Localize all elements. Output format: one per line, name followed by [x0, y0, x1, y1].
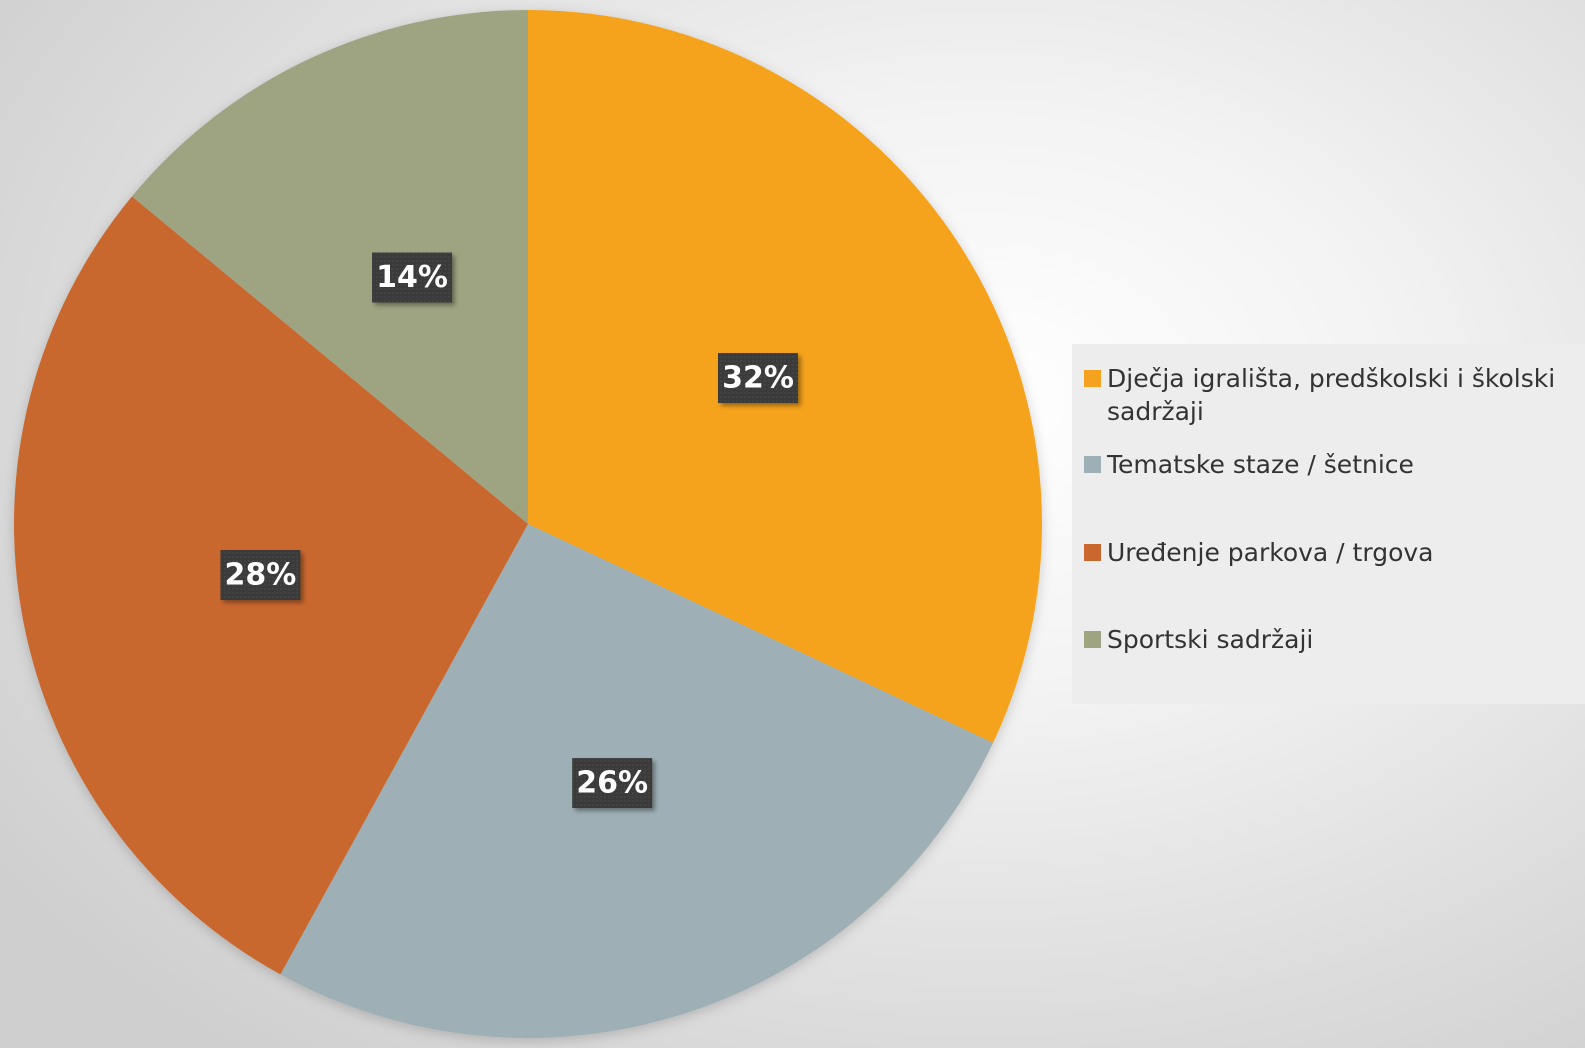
data-label-text: 28%: [224, 558, 296, 593]
legend-label: Dječja igrališta, predškolski i školski …: [1107, 364, 1556, 426]
pie-data-labels: 32% 26% 28% 14%: [220, 252, 799, 809]
legend-item-djecja-igralista: Dječja igrališta, predškolski i školski …: [1084, 362, 1574, 428]
legend-swatch: [1084, 631, 1101, 648]
data-label: 32%: [718, 353, 799, 404]
legend-label: Uređenje parkova / trgova: [1107, 538, 1434, 567]
pie-slice: [131, 10, 529, 524]
data-label-text: 32%: [722, 361, 794, 396]
chart-legend: Dječja igrališta, predškolski i školski …: [1072, 344, 1585, 704]
pie-slices: [13, 10, 1043, 1038]
data-label-box: [572, 758, 653, 809]
legend-label: Tematske staze / šetnice: [1107, 450, 1414, 479]
data-label-box: [372, 252, 453, 303]
data-label: 28%: [220, 550, 301, 601]
data-label-box: [718, 353, 799, 404]
legend-item-uredjenje-parkova: Uređenje parkova / trgova: [1084, 536, 1574, 569]
legend-swatch: [1084, 370, 1101, 387]
legend-item-tematske-staze: Tematske staze / šetnice: [1084, 448, 1574, 481]
legend-label: Sportski sadržaji: [1107, 625, 1314, 654]
data-label-text: 14%: [376, 260, 448, 295]
legend-item-sportski-sadrzaji: Sportski sadržaji: [1084, 623, 1574, 656]
data-label: 26%: [572, 758, 653, 809]
legend-swatch: [1084, 456, 1101, 473]
legend-swatch: [1084, 544, 1101, 561]
data-label-text: 26%: [576, 766, 648, 801]
data-label-box: [220, 550, 301, 601]
data-label: 14%: [372, 252, 453, 303]
